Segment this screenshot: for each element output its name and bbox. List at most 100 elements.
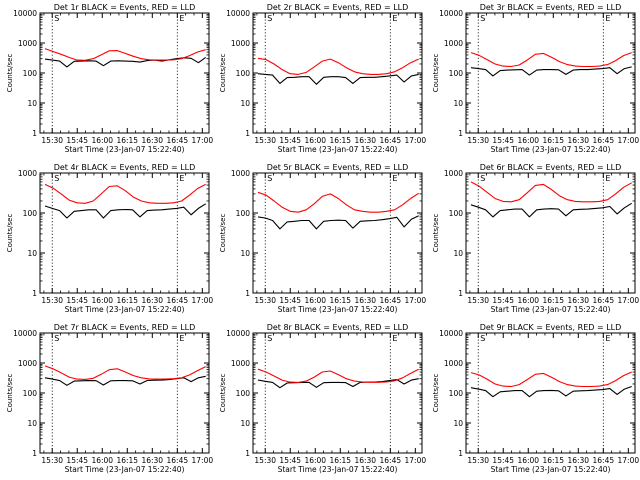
y-tick-label: 10	[453, 419, 463, 428]
y-tick-label: 1000	[231, 169, 250, 178]
time-marker-label: E	[605, 174, 610, 183]
y-tick-label: 10	[27, 249, 37, 258]
y-tick-label: 10	[240, 249, 250, 258]
x-tick-label: 16:00	[304, 136, 326, 145]
x-axis-label: Start Time (23-Jan-07 15:22:40)	[278, 145, 398, 154]
x-axis-label: Start Time (23-Jan-07 15:22:40)	[278, 305, 398, 314]
x-tick-label: 16:15	[329, 456, 351, 465]
plot-frame	[252, 12, 423, 134]
x-axis-label: Start Time (23-Jan-07 15:22:40)	[278, 465, 398, 474]
x-tick-label: 15:30	[41, 296, 63, 305]
x-tick-label: 17:00	[618, 456, 640, 465]
y-tick-label: 100	[23, 389, 38, 398]
x-tick-label: 15:30	[467, 456, 489, 465]
x-tick-label: 16:15	[116, 136, 138, 145]
plot-frame	[465, 172, 636, 294]
y-tick-label: 100	[449, 209, 464, 218]
chart-title: Det 5r BLACK = Events, RED = LLD	[267, 163, 409, 172]
x-tick-label: 16:15	[542, 456, 564, 465]
x-tick-label: 16:30	[567, 296, 589, 305]
time-marker-label: S	[480, 334, 485, 343]
time-marker-label: E	[392, 14, 397, 23]
time-marker-label: E	[179, 174, 184, 183]
x-tick-label: 17:00	[405, 456, 427, 465]
x-tick-label: 15:45	[492, 296, 514, 305]
plot-frame	[252, 332, 423, 454]
x-axis-label: Start Time (23-Jan-07 15:22:40)	[65, 305, 185, 314]
y-axis-label: Counts/sec	[219, 214, 227, 253]
x-axis-label: Start Time (23-Jan-07 15:22:40)	[65, 465, 185, 474]
series-lld-line	[257, 368, 419, 383]
x-axis-label: Start Time (23-Jan-07 15:22:40)	[491, 305, 611, 314]
x-tick-label: 16:00	[91, 136, 113, 145]
chart-title: Det 8r BLACK = Events, RED = LLD	[267, 323, 409, 332]
y-tick-label: 100	[23, 209, 38, 218]
series-lld-line	[44, 183, 206, 204]
chart-title: Det 1r BLACK = Events, RED = LLD	[54, 3, 196, 12]
y-tick-label: 10	[240, 99, 250, 108]
detector-panel-5: Det 5r BLACK = Events, RED = LLD 1 10 100 10…	[219, 163, 426, 314]
y-axis-label: Counts/sec	[432, 54, 440, 93]
series-events-line	[257, 73, 419, 85]
y-tick-label: 1000	[231, 359, 250, 368]
x-tick-label: 15:30	[254, 456, 276, 465]
time-marker-label: E	[179, 14, 184, 23]
x-tick-label: 16:30	[141, 456, 163, 465]
y-tick-label: 1	[458, 289, 463, 298]
x-tick-label: 16:15	[542, 136, 564, 145]
time-marker-label: S	[267, 174, 272, 183]
series-lld-line	[470, 181, 632, 203]
y-tick-label: 1	[245, 289, 250, 298]
x-tick-label: 16:15	[116, 296, 138, 305]
x-tick-label: 17:00	[192, 136, 214, 145]
x-tick-label: 16:45	[593, 296, 615, 305]
y-tick-label: 100	[449, 69, 464, 78]
x-tick-label: 15:30	[467, 136, 489, 145]
plot-frame	[465, 12, 636, 134]
y-tick-label: 10000	[13, 9, 37, 18]
chart-title: Det 7r BLACK = Events, RED = LLD	[54, 323, 196, 332]
y-tick-label: 1	[458, 449, 463, 458]
y-tick-label: 1000	[231, 39, 250, 48]
x-tick-label: 15:45	[66, 136, 88, 145]
x-tick-label: 15:45	[492, 136, 514, 145]
x-tick-label: 16:30	[567, 136, 589, 145]
time-marker-label: S	[54, 334, 59, 343]
x-tick-label: 16:45	[167, 456, 189, 465]
x-tick-label: 16:00	[304, 296, 326, 305]
time-marker-label: E	[179, 334, 184, 343]
chart-title: Det 4r BLACK = Events, RED = LLD	[54, 163, 196, 172]
x-tick-label: 15:30	[41, 136, 63, 145]
series-events-line	[257, 215, 419, 230]
y-tick-label: 10000	[439, 329, 463, 338]
y-axis-label: Counts/sec	[432, 214, 440, 253]
detector-panel-4: Det 4r BLACK = Events, RED = LLD 1 10 100 10…	[6, 163, 213, 314]
plot-frame	[252, 172, 423, 294]
x-tick-label: 16:00	[517, 456, 539, 465]
x-tick-label: 16:45	[167, 296, 189, 305]
detector-panel-2: Det 2r BLACK = Events, RED = LLD 1 10 100 10…	[219, 3, 426, 154]
time-marker-label: S	[480, 174, 485, 183]
y-axis-label: Counts/sec	[219, 374, 227, 413]
x-tick-label: 16:45	[380, 296, 402, 305]
detector-panel-6: Det 6r BLACK = Events, RED = LLD 1 10 100 10…	[432, 163, 639, 314]
x-tick-label: 15:45	[66, 296, 88, 305]
detector-panel-1: Det 1r BLACK = Events, RED = LLD 1 10 100 10…	[6, 3, 213, 154]
y-tick-label: 1	[32, 449, 37, 458]
y-tick-label: 1	[245, 129, 250, 138]
y-tick-label: 1000	[444, 169, 463, 178]
x-tick-label: 16:45	[380, 136, 402, 145]
y-tick-label: 100	[236, 69, 251, 78]
time-marker-label: E	[392, 334, 397, 343]
x-tick-label: 17:00	[618, 296, 640, 305]
y-tick-label: 1000	[18, 39, 37, 48]
detector-panel-3: Det 3r BLACK = Events, RED = LLD 1 10 100 10…	[432, 3, 639, 154]
x-tick-label: 16:00	[517, 296, 539, 305]
x-tick-label: 16:00	[91, 456, 113, 465]
chart-title: Det 9r BLACK = Events, RED = LLD	[480, 323, 622, 332]
y-axis-label: Counts/sec	[432, 374, 440, 413]
time-marker-label: S	[267, 334, 272, 343]
y-tick-label: 1	[458, 129, 463, 138]
plot-frame	[39, 12, 210, 134]
x-tick-label: 15:30	[467, 296, 489, 305]
